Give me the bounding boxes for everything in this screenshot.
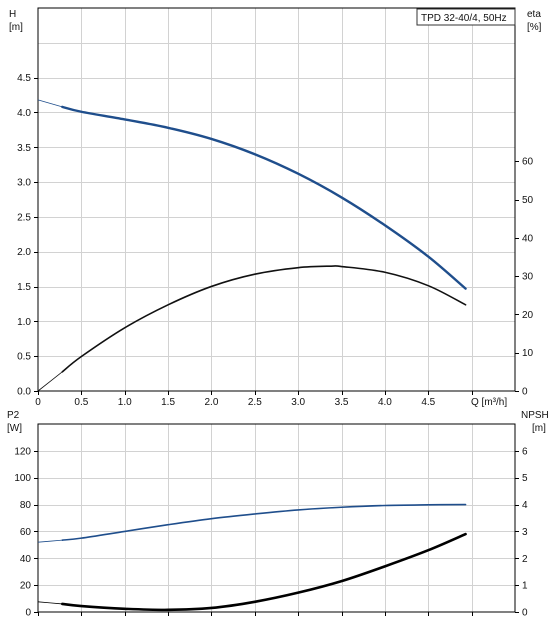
- right-tick-label: 6: [522, 446, 528, 457]
- top-series-1-curve: [61, 265, 467, 373]
- left-tick-label: 4.0: [17, 108, 31, 119]
- left-tick-label: 40: [20, 554, 32, 565]
- right-tick-label: 1: [522, 581, 528, 592]
- x-tick-label: 3.0: [291, 397, 305, 408]
- x-tick-label: 1.5: [161, 397, 175, 408]
- right-tick-label: 2: [522, 554, 528, 565]
- title-box: [416, 8, 516, 26]
- top-plot-frame: [37, 7, 516, 392]
- right-tick-label: 10: [522, 348, 534, 359]
- right-tick-label: 5: [522, 473, 528, 484]
- x-tick-label: 0.5: [74, 397, 88, 408]
- top-series-0-curve: [61, 105, 467, 290]
- left-tick-label: 0: [25, 608, 31, 619]
- left-tick-label: 0.0: [17, 387, 31, 398]
- right-tick-label: 40: [522, 233, 534, 244]
- right-tick-label: 20: [522, 310, 534, 321]
- power-axis-unit: [W]: [7, 423, 22, 434]
- chart-title: TPD 32-40/4, 50Hz: [421, 13, 507, 24]
- top-series-1-extrapolated: [37, 371, 63, 392]
- left-tick-label: 2.0: [17, 247, 31, 258]
- x-tick-label: 0: [35, 397, 41, 408]
- x-tick-label: 4.0: [378, 397, 392, 408]
- left-tick-label: 80: [20, 500, 32, 511]
- left-tick-label: 100: [14, 473, 31, 484]
- head-axis-name: H: [9, 9, 16, 20]
- right-tick-label: 60: [522, 157, 534, 168]
- left-tick-label: 1.5: [17, 282, 31, 293]
- x-tick-label: 1.0: [118, 397, 132, 408]
- power-axis-name: P2: [7, 410, 20, 421]
- right-tick-label: 30: [522, 272, 534, 283]
- left-tick-label: 3.5: [17, 143, 31, 154]
- left-tick-label: 1.0: [17, 317, 31, 328]
- x-tick-label: 2.5: [248, 397, 262, 408]
- left-tick-label: 0.5: [17, 352, 31, 363]
- right-tick-label: 50: [522, 195, 534, 206]
- bottom-plot-frame: [37, 423, 516, 613]
- head-axis-unit: [m]: [9, 22, 23, 33]
- eta-axis-unit: [%]: [527, 22, 542, 33]
- right-tick-label: 4: [522, 500, 528, 511]
- left-tick-label: 20: [20, 581, 32, 592]
- x-tick-label: 4.5: [421, 397, 435, 408]
- right-tick-label: 0: [522, 387, 528, 398]
- right-tick-label: 0: [522, 608, 528, 619]
- bottom-series-0-curve: [61, 503, 467, 541]
- top-series-0-extrapolated: [37, 99, 63, 108]
- bottom-series-1-curve: [60, 532, 467, 612]
- flow-axis-label: Q [m³/h]: [471, 397, 507, 408]
- npsh-axis-name: NPSH: [521, 410, 549, 421]
- left-tick-label: 60: [20, 527, 32, 538]
- right-tick-label: 3: [522, 527, 528, 538]
- left-tick-label: 3.0: [17, 178, 31, 189]
- eta-axis-name: eta: [527, 9, 541, 20]
- npsh-axis-unit: [m]: [532, 423, 546, 434]
- left-tick-label: 4.5: [17, 73, 31, 84]
- head-efficiency-panel: 0.0 0.5 1.0 1.5 2.0 2.5 3.0 3.5 4.0 4.5 0 10 20 30 40 5…: [9, 7, 542, 408]
- bottom-series-0-extrapolated: [37, 539, 63, 543]
- x-tick-label: 3.5: [335, 397, 349, 408]
- power-npsh-panel: 0 20 40 60 80 100 120 0 1 2 3 4 5 6 P2 [W] NPSH [m]: [7, 410, 549, 619]
- bottom-series-1-extrapolated: [37, 601, 63, 605]
- left-tick-label: 2.5: [17, 212, 31, 223]
- left-tick-label: 120: [14, 446, 31, 457]
- x-tick-label: 2.0: [205, 397, 219, 408]
